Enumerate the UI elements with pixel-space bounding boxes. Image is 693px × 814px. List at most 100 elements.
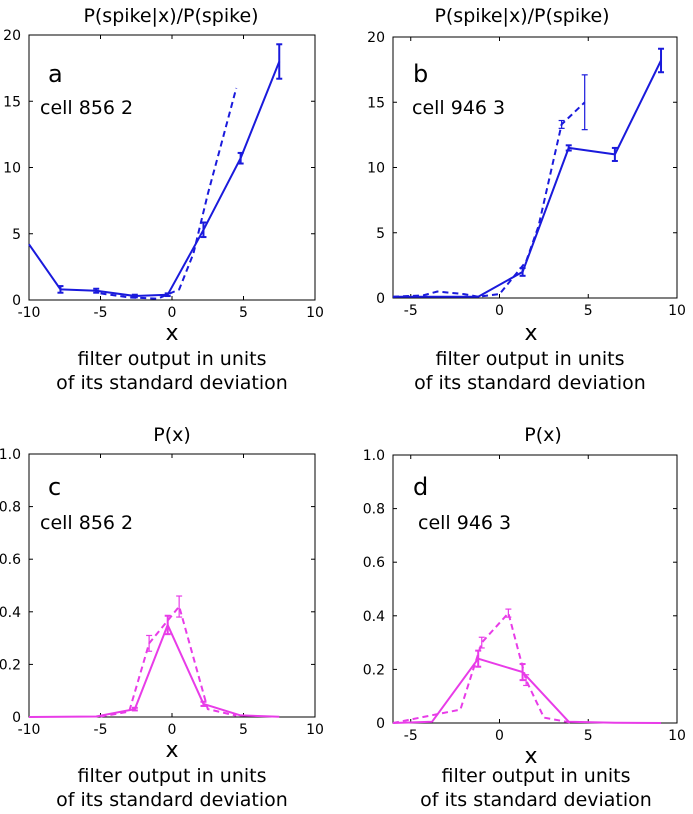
- series-dashed-line: [100, 87, 238, 300]
- y-tick-label: 0: [376, 291, 385, 307]
- plot-a-frame: [28, 34, 316, 301]
- panel-c-title: P(x): [153, 424, 191, 446]
- panel-a-caption-1: filter output in units: [77, 348, 266, 370]
- y-tick-label: 0: [376, 716, 385, 732]
- series-dashed-line: [392, 101, 586, 298]
- series-solid-error-bar: [131, 706, 138, 712]
- y-tick-label: 0.6: [363, 555, 385, 571]
- series-solid-error-bar: [276, 43, 283, 80]
- panel-d-cell-label: cell 946 3: [418, 512, 511, 534]
- y-tick-label: 0.2: [363, 662, 385, 678]
- series-dashed-error-bar: [146, 634, 153, 652]
- y-tick-label: 15: [3, 94, 21, 110]
- panel-d-caption-1: filter output in units: [441, 765, 630, 787]
- panel-d-label: d: [413, 473, 428, 501]
- x-tick-label: 0: [168, 722, 177, 738]
- series-solid-line: [28, 624, 280, 718]
- series-dashed-error-bar: [581, 74, 588, 131]
- y-tick-label: 1.0: [363, 448, 385, 464]
- series-dashed-error-bar: [523, 674, 530, 687]
- x-tick-label: 10: [668, 728, 686, 744]
- panel-b-caption-1: filter output in units: [435, 348, 624, 370]
- plot-d: -5 0 5 10 0 0.2 0.4 0.6 0.8 1.0: [363, 448, 686, 744]
- x-tick-label: -5: [94, 722, 108, 738]
- panel-a-label: a: [48, 60, 63, 88]
- x-tick-label: 0: [495, 303, 504, 319]
- panel-b-label: b: [413, 60, 428, 88]
- plot-a: -10 -5 0 5 10 0 5 10 15 20: [3, 28, 324, 321]
- x-tick-label: 10: [668, 303, 686, 319]
- series-solid-line: [28, 61, 281, 297]
- series-dashed-error-bar: [478, 636, 485, 649]
- series-solid-error-bar: [57, 285, 64, 294]
- panel-b-xlabel: x: [524, 321, 537, 346]
- panel-c-xlabel: x: [165, 738, 178, 763]
- plot-c: -10 -5 0 5 10 0 0.2 0.4 0.6 0.8 1.0: [0, 447, 324, 738]
- panel-d-xlabel: x: [524, 744, 537, 769]
- y-tick-label: 0: [12, 293, 21, 309]
- panel-c-label: c: [48, 473, 61, 501]
- plot-b: -5 0 5 10 0 5 10 15 20: [367, 30, 686, 319]
- y-tick-label: 0.8: [363, 502, 385, 518]
- series-solid-error-bar: [93, 287, 100, 294]
- panel-c: P(x) c cell 856 2 x filter output in uni…: [40, 424, 288, 811]
- y-tick-label: 15: [367, 95, 385, 111]
- panel-b-title: P(spike|x)/P(spike): [434, 5, 609, 27]
- series-solid-line: [393, 60, 662, 298]
- x-tick-label: 10: [306, 305, 324, 321]
- y-tick-label: 10: [3, 161, 21, 177]
- x-tick-label: -5: [404, 728, 418, 744]
- series-solid-error-bar: [658, 47, 665, 74]
- panel-a-title: P(spike|x)/P(spike): [83, 5, 258, 27]
- x-tick-label: 5: [239, 305, 248, 321]
- y-tick-label: 5: [12, 227, 21, 243]
- series-solid-error-bar: [164, 614, 171, 636]
- series-solid-line: [392, 657, 662, 724]
- x-tick-label: 0: [495, 728, 504, 744]
- plot-c-frame: [28, 453, 316, 718]
- x-tick-label: 5: [239, 722, 248, 738]
- plot-layer: -10 -5 0 5 10 0 5 10 15 20 -5 0 5 10 0 5 10 15 20 -10 -5 0 5 10…: [0, 28, 686, 744]
- series-dashed-line: [100, 605, 237, 718]
- panel-a-xlabel: x: [165, 321, 178, 346]
- y-tick-label: 0.6: [0, 552, 21, 568]
- x-tick-label: 10: [306, 722, 324, 738]
- y-tick-label: 0.8: [0, 500, 21, 516]
- y-tick-label: 1.0: [0, 447, 21, 463]
- panel-c-cell-label: cell 856 2: [40, 512, 133, 534]
- y-tick-label: 10: [367, 161, 385, 177]
- panel-c-caption-1: filter output in units: [77, 765, 266, 787]
- y-tick-label: 20: [367, 30, 385, 46]
- x-tick-label: -10: [18, 305, 41, 321]
- y-tick-label: 0.2: [0, 657, 21, 673]
- series-solid-error-bar: [565, 144, 572, 152]
- y-tick-label: 0.4: [363, 609, 385, 625]
- y-tick-label: 20: [3, 28, 21, 44]
- series-dashed-line: [392, 612, 571, 724]
- series-solid-error-bar: [611, 146, 618, 162]
- panel-b-cell-label: cell 946 3: [412, 97, 505, 119]
- panel-d: P(x) d cell 946 3 x filter output in uni…: [413, 424, 652, 811]
- series-dashed-error-bar: [505, 608, 512, 618]
- panel-a: P(spike|x)/P(spike) a cell 856 2 x filte…: [40, 5, 288, 394]
- x-tick-label: 5: [584, 303, 593, 319]
- panel-a-cell-label: cell 856 2: [40, 97, 133, 119]
- x-tick-label: -5: [94, 305, 108, 321]
- series-solid-error-bar: [237, 151, 244, 165]
- plot-d-frame: [392, 454, 678, 724]
- x-tick-label: 5: [584, 728, 593, 744]
- series-dashed-error-bar: [176, 595, 183, 618]
- y-tick-label: 0.4: [0, 605, 21, 621]
- x-tick-label: -5: [404, 303, 418, 319]
- panel-b-caption-2: of its standard deviation: [414, 372, 646, 394]
- panel-a-caption-2: of its standard deviation: [56, 372, 288, 394]
- y-tick-label: 0: [12, 710, 21, 726]
- x-tick-label: -10: [18, 722, 41, 738]
- panel-d-caption-2: of its standard deviation: [420, 789, 652, 811]
- plot-b-frame: [392, 36, 678, 299]
- y-tick-label: 5: [376, 226, 385, 242]
- series-dashed-error-bar: [558, 119, 565, 129]
- panel-c-caption-2: of its standard deviation: [56, 789, 288, 811]
- panel-d-title: P(x): [524, 424, 562, 446]
